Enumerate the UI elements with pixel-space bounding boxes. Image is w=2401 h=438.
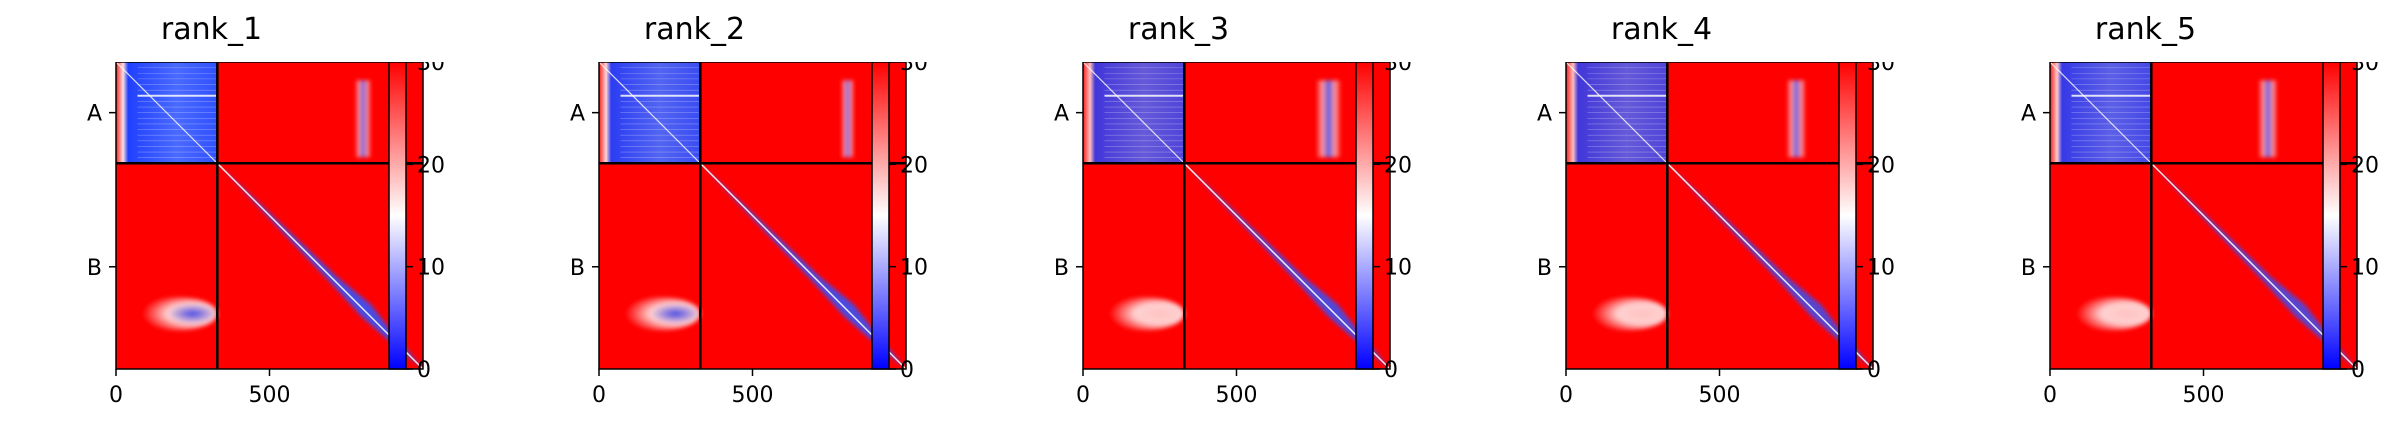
y-tick-label: B — [570, 256, 585, 281]
x-tick-label: 0 — [2043, 383, 2057, 408]
ba-feature — [2068, 296, 2152, 331]
y-tick-label: A — [87, 102, 102, 127]
colorbar-tick-label: 10 — [1867, 256, 1895, 281]
heatmap-plot: 0 500 A B — [1054, 62, 1391, 408]
colorbar: 0 10 20 30 — [1355, 62, 1412, 379]
y-tick-label: B — [1054, 256, 1069, 281]
ba-feature — [1584, 296, 1668, 331]
heatmap-panel-2: rank_2 0 500 A B 0 10 20 30 — [483, 0, 963, 438]
colorbar: 0 10 20 30 — [388, 62, 445, 379]
colorbar-tick-label: 30 — [900, 62, 928, 76]
colorbar-gradient — [388, 62, 407, 370]
colorbar-gradient — [1355, 62, 1374, 370]
heatmap-panel-1: rank_1 0 500 A B 0 10 20 30 — [0, 0, 480, 438]
colorbar-tick-label: 30 — [2351, 62, 2379, 76]
panel-title: rank_1 — [160, 12, 263, 47]
colorbar-tick-label: 20 — [2351, 153, 2379, 178]
heatmap-plot: 0 500 A B — [570, 62, 907, 408]
x-tick-label: 500 — [1699, 383, 1741, 408]
colorbar-tick-label: 20 — [1384, 153, 1412, 178]
ab-stripe — [2258, 80, 2278, 158]
colorbar-tick-label: 0 — [417, 358, 431, 379]
colorbar-gradient — [871, 62, 890, 370]
aa-diagonal-line — [2050, 62, 2152, 164]
colorbar-tick-label: 20 — [1867, 153, 1895, 178]
ba-feature — [617, 296, 701, 331]
ab-stripe — [1787, 80, 1806, 158]
colorbar-tick-label: 10 — [2351, 256, 2379, 281]
aa-diagonal-line — [1083, 62, 1185, 164]
heatmap-panel-5: rank_5 0 500 A B 0 10 20 30 — [1934, 0, 2401, 438]
ab-stripe — [841, 80, 854, 158]
y-tick-label: B — [2021, 256, 2036, 281]
colorbar-tick-label: 20 — [417, 153, 445, 178]
x-tick-label: 0 — [1076, 383, 1090, 408]
panel-title: rank_2 — [643, 12, 746, 47]
heatmap-plot: 0 500 A B — [1537, 62, 1874, 408]
x-tick-label: 500 — [732, 383, 774, 408]
colorbar-tick-label: 10 — [417, 256, 445, 281]
x-tick-label: 500 — [1216, 383, 1258, 408]
y-tick-label: A — [1054, 102, 1069, 127]
y-tick-label: A — [2021, 102, 2036, 127]
x-tick-label: 500 — [2183, 383, 2225, 408]
x-tick-label: 500 — [249, 383, 291, 408]
ba-feature — [1101, 296, 1185, 331]
y-tick-label: A — [1537, 102, 1552, 127]
x-tick-label: 0 — [1559, 383, 1573, 408]
ba-feature — [134, 296, 218, 331]
x-tick-label: 0 — [592, 383, 606, 408]
heatmap-panel-3: rank_3 0 500 A B 0 10 20 30 — [967, 0, 1447, 438]
aa-diagonal-line — [116, 62, 218, 164]
panel-title: rank_4 — [1610, 12, 1713, 47]
panel-title: rank_5 — [2094, 12, 2197, 47]
colorbar-tick-label: 0 — [2351, 358, 2365, 379]
colorbar-tick-label: 0 — [1384, 358, 1398, 379]
colorbar: 0 10 20 30 — [871, 62, 928, 379]
ab-stripe — [1316, 80, 1341, 158]
colorbar-gradient — [1838, 62, 1857, 370]
colorbar: 0 10 20 30 — [2322, 62, 2379, 379]
colorbar-tick-label: 10 — [1384, 256, 1412, 281]
aa-diagonal-line — [599, 62, 701, 164]
x-tick-label: 0 — [109, 383, 123, 408]
colorbar-tick-label: 10 — [900, 256, 928, 281]
colorbar: 0 10 20 30 — [1838, 62, 1895, 379]
heatmap-panel-4: rank_4 0 500 A B 0 10 20 30 — [1450, 0, 1930, 438]
ab-stripe — [355, 80, 371, 158]
panel-title: rank_3 — [1127, 12, 1230, 47]
colorbar-tick-label: 20 — [900, 153, 928, 178]
y-tick-label: B — [1537, 256, 1552, 281]
colorbar-tick-label: 30 — [417, 62, 445, 76]
colorbar-tick-label: 30 — [1867, 62, 1895, 76]
y-tick-label: A — [570, 102, 585, 127]
colorbar-gradient — [2322, 62, 2341, 370]
heatmap-plot: 0 500 A B — [2021, 62, 2358, 408]
aa-diagonal-line — [1566, 62, 1668, 164]
colorbar-tick-label: 0 — [900, 358, 914, 379]
colorbar-tick-label: 30 — [1384, 62, 1412, 76]
colorbar-tick-label: 0 — [1867, 358, 1881, 379]
heatmap-plot: 0 500 A B — [87, 62, 424, 408]
y-tick-label: B — [87, 256, 102, 281]
